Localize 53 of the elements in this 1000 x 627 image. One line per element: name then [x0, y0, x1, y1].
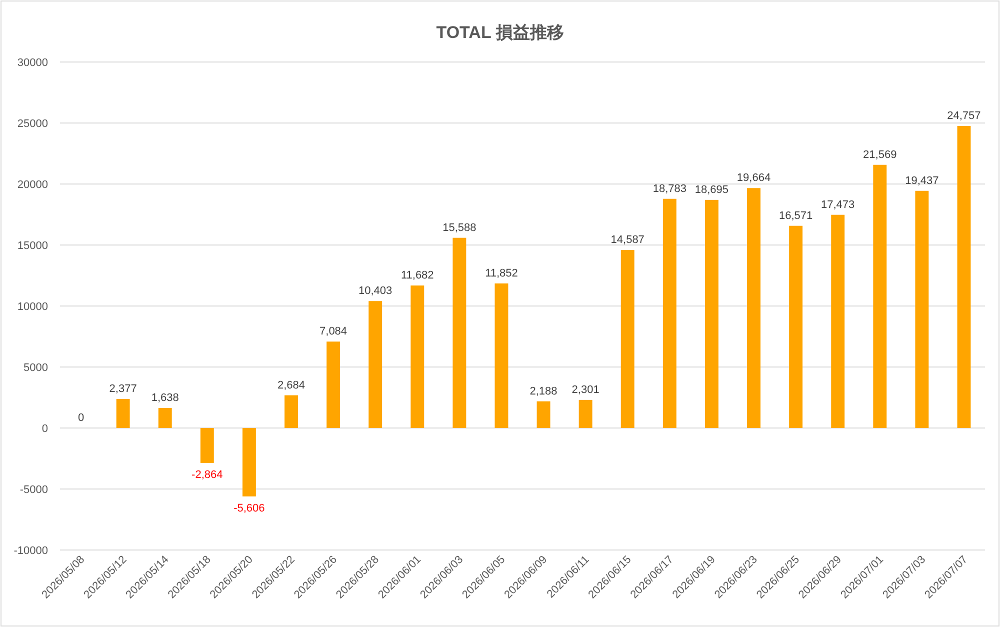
data-label: 18,783 — [652, 182, 686, 195]
bar — [789, 226, 803, 428]
data-label: -2,864 — [192, 468, 223, 481]
y-tick-label: 30000 — [17, 57, 48, 69]
data-label: 16,571 — [778, 210, 813, 222]
y-tick-label: -10000 — [14, 545, 48, 557]
bar — [494, 283, 508, 428]
data-label: 19,437 — [905, 174, 939, 187]
bar — [620, 250, 634, 428]
y-tick-label: 0 — [42, 423, 48, 435]
data-label: 11,852 — [485, 267, 518, 280]
bar — [957, 126, 971, 428]
data-label: 14,587 — [610, 234, 644, 246]
data-label: 10,403 — [358, 285, 392, 298]
data-label: 2,188 — [530, 385, 558, 398]
data-label: 2,684 — [277, 379, 306, 392]
data-label: 1,638 — [151, 392, 179, 404]
y-tick-label: 20000 — [17, 179, 48, 191]
bar — [242, 428, 256, 496]
bar — [662, 198, 676, 428]
data-label: 21,569 — [863, 148, 897, 161]
y-tick-label: 25000 — [17, 118, 48, 130]
bar — [704, 200, 718, 428]
data-label: 11,682 — [400, 269, 434, 282]
bar — [873, 164, 887, 428]
bar — [200, 428, 214, 463]
bar — [452, 238, 466, 428]
data-label: 19,664 — [736, 172, 771, 184]
bar — [116, 399, 130, 428]
data-label: 7,084 — [320, 326, 348, 338]
chart-title: TOTAL 損益推移 — [436, 23, 564, 42]
bar — [410, 285, 424, 428]
data-label: 15,588 — [442, 222, 476, 234]
data-label: 17,473 — [821, 198, 855, 211]
bar — [368, 301, 382, 428]
data-label: 0 — [78, 412, 84, 424]
bar — [831, 214, 845, 428]
bar — [284, 395, 298, 428]
data-label: -5,606 — [234, 502, 265, 514]
y-tick-label: 5000 — [24, 362, 48, 374]
y-tick-label: 10000 — [17, 301, 48, 313]
y-tick-label: -5000 — [20, 484, 48, 496]
bar — [326, 342, 340, 428]
bar — [578, 400, 592, 428]
bar — [536, 401, 550, 428]
bar — [158, 408, 172, 428]
data-label: 24,757 — [947, 110, 981, 122]
data-label: 18,695 — [694, 184, 729, 196]
y-tick-label: 15000 — [17, 240, 48, 252]
data-label: 2,377 — [109, 383, 137, 395]
bar — [747, 188, 760, 428]
bar — [915, 190, 929, 428]
data-label: 2,301 — [572, 384, 600, 396]
